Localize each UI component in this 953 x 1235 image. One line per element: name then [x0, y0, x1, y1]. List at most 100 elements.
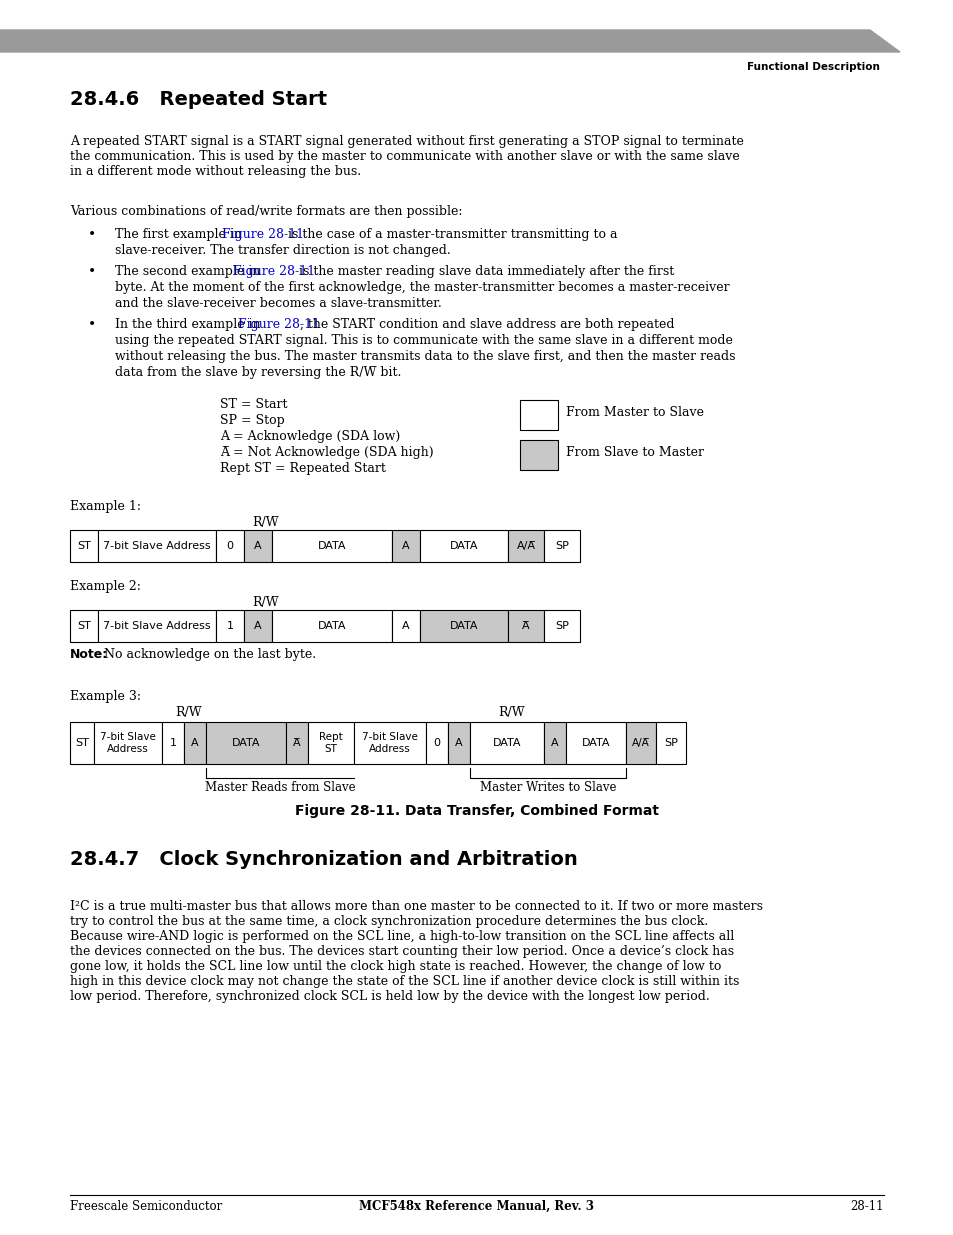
Bar	[272, 530, 392, 562]
Text: A: A	[402, 541, 410, 551]
Bar	[215, 610, 244, 642]
Text: I²C is a true multi-master bus that allows more than one master to be connected : I²C is a true multi-master bus that allo…	[70, 900, 762, 1003]
Text: and the slave-receiver becomes a slave-transmitter.: and the slave-receiver becomes a slave-t…	[115, 296, 441, 310]
Text: From Master to Slave: From Master to Slave	[565, 406, 703, 419]
Bar	[354, 722, 426, 764]
Text: DATA: DATA	[449, 621, 477, 631]
Text: Rept ST = Repeated Start: Rept ST = Repeated Start	[220, 462, 385, 475]
Text: Freescale Semiconductor: Freescale Semiconductor	[70, 1200, 222, 1213]
Bar	[162, 722, 184, 764]
Text: Master Reads from Slave: Master Reads from Slave	[205, 781, 355, 794]
Bar	[392, 610, 419, 642]
Text: A = Acknowledge (SDA low): A = Acknowledge (SDA low)	[220, 430, 400, 443]
Text: 0: 0	[433, 739, 440, 748]
Text: 1: 1	[170, 739, 176, 748]
Text: Master Writes to Slave: Master Writes to Slave	[479, 781, 616, 794]
Text: Rept
ST: Rept ST	[319, 732, 342, 753]
Text: ST: ST	[77, 541, 91, 551]
Bar	[70, 530, 98, 562]
Bar	[98, 530, 215, 562]
Text: From Slave to Master: From Slave to Master	[565, 446, 703, 459]
Text: Various combinations of read/write formats are then possible:: Various combinations of read/write forma…	[70, 205, 462, 219]
Text: The first example in: The first example in	[115, 228, 246, 241]
Text: A/A̅: A/A̅	[632, 739, 649, 748]
Text: 28.4.7   Clock Synchronization and Arbitration: 28.4.7 Clock Synchronization and Arbitra…	[70, 850, 578, 869]
Text: SP = Stop: SP = Stop	[220, 414, 284, 427]
Text: ST: ST	[75, 739, 89, 748]
Bar	[656, 722, 685, 764]
Bar	[70, 610, 98, 642]
Bar	[543, 722, 565, 764]
Text: A̅ = Not Acknowledge (SDA high): A̅ = Not Acknowledge (SDA high)	[220, 446, 434, 459]
Text: ST: ST	[77, 621, 91, 631]
Bar	[625, 722, 656, 764]
Text: ST = Start: ST = Start	[220, 398, 287, 411]
Bar	[507, 610, 543, 642]
Bar	[507, 530, 543, 562]
Bar	[448, 722, 470, 764]
Text: Figure 28-11: Figure 28-11	[233, 266, 314, 278]
Text: 28.4.6   Repeated Start: 28.4.6 Repeated Start	[70, 90, 327, 109]
Text: data from the slave by reversing the R/W̅ bit.: data from the slave by reversing the R/W…	[115, 366, 401, 379]
Text: byte. At the moment of the first acknowledge, the master-transmitter becomes a m: byte. At the moment of the first acknowl…	[115, 282, 729, 294]
Text: R/W̅: R/W̅	[174, 706, 201, 719]
Bar	[98, 610, 215, 642]
Text: •: •	[88, 317, 96, 332]
Text: A̅: A̅	[521, 621, 529, 631]
Text: R/W̅: R/W̅	[497, 706, 524, 719]
Text: 28-11: 28-11	[850, 1200, 883, 1213]
Text: A: A	[253, 541, 261, 551]
Text: No acknowledge on the last byte.: No acknowledge on the last byte.	[100, 648, 315, 661]
Text: Figure 28-11: Figure 28-11	[237, 317, 320, 331]
Text: 7-bit Slave
Address: 7-bit Slave Address	[362, 732, 417, 753]
Text: 7-bit Slave
Address: 7-bit Slave Address	[100, 732, 155, 753]
Text: Example 2:: Example 2:	[70, 580, 141, 593]
Bar	[70, 722, 94, 764]
Text: DATA: DATA	[232, 739, 260, 748]
Text: Note:: Note:	[70, 648, 108, 661]
Bar	[184, 722, 206, 764]
Text: SP: SP	[555, 621, 568, 631]
Text: A: A	[402, 621, 410, 631]
Bar	[470, 722, 543, 764]
Text: A: A	[253, 621, 261, 631]
Polygon shape	[0, 30, 899, 52]
Text: In the third example in: In the third example in	[115, 317, 264, 331]
Bar	[519, 400, 558, 430]
Text: , the START condition and slave address are both repeated: , the START condition and slave address …	[299, 317, 674, 331]
Text: SP: SP	[555, 541, 568, 551]
Bar	[94, 722, 162, 764]
Text: R/W̅: R/W̅	[252, 597, 278, 609]
Text: using the repeated START signal. This is to communicate with the same slave in a: using the repeated START signal. This is…	[115, 333, 732, 347]
Bar	[543, 610, 579, 642]
Bar	[286, 722, 308, 764]
Text: DATA: DATA	[581, 739, 610, 748]
Bar	[308, 722, 354, 764]
Text: 0: 0	[226, 541, 233, 551]
Text: Example 3:: Example 3:	[70, 690, 141, 703]
Text: without releasing the bus. The master transmits data to the slave first, and the: without releasing the bus. The master tr…	[115, 350, 735, 363]
Text: •: •	[88, 266, 96, 279]
Text: A: A	[191, 739, 198, 748]
Bar	[244, 610, 272, 642]
Text: SP: SP	[663, 739, 678, 748]
Text: is the case of a master-transmitter transmitting to a: is the case of a master-transmitter tran…	[284, 228, 617, 241]
Bar	[392, 530, 419, 562]
Text: A repeated START signal is a START signal generated without first generating a S: A repeated START signal is a START signa…	[70, 135, 743, 178]
Text: DATA: DATA	[449, 541, 477, 551]
Bar	[272, 610, 392, 642]
Text: slave-receiver. The transfer direction is not changed.: slave-receiver. The transfer direction i…	[115, 245, 450, 257]
Text: DATA: DATA	[317, 541, 346, 551]
Bar	[565, 722, 625, 764]
Text: R/W̅: R/W̅	[252, 516, 278, 529]
Text: 7-bit Slave Address: 7-bit Slave Address	[103, 621, 211, 631]
Text: A: A	[455, 739, 462, 748]
Text: 7-bit Slave Address: 7-bit Slave Address	[103, 541, 211, 551]
Bar	[426, 722, 448, 764]
Bar	[419, 530, 507, 562]
Text: The second example in: The second example in	[115, 266, 264, 278]
Bar	[543, 530, 579, 562]
Text: A̅: A̅	[293, 739, 300, 748]
Text: Figure 28-11. Data Transfer, Combined Format: Figure 28-11. Data Transfer, Combined Fo…	[294, 804, 659, 818]
Text: Example 1:: Example 1:	[70, 500, 141, 513]
